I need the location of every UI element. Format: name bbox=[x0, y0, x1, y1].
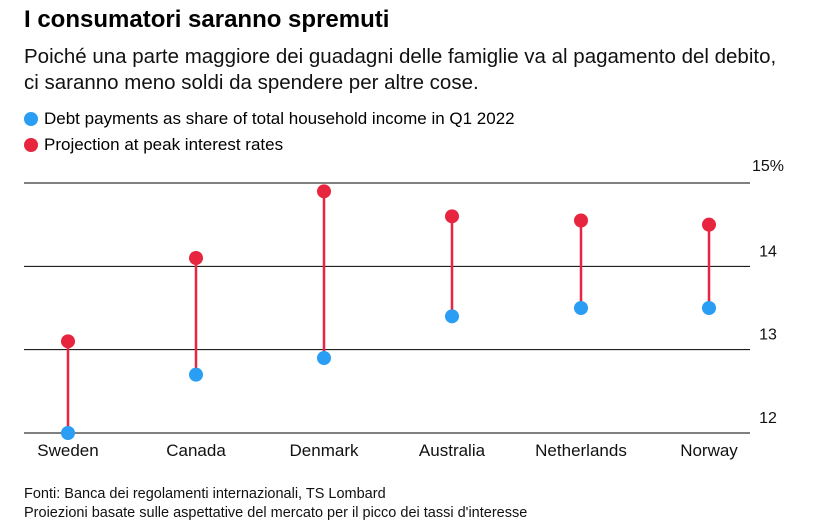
y-tick-label: 13 bbox=[759, 327, 777, 344]
legend-dot-red bbox=[24, 138, 38, 152]
current-point bbox=[61, 426, 75, 440]
projection-point bbox=[702, 217, 716, 232]
projection-point bbox=[61, 334, 75, 349]
footer: Fonti: Banca dei regolamenti internazion… bbox=[24, 485, 527, 523]
y-tick-label: 14 bbox=[759, 243, 777, 260]
x-tick-label: Norway bbox=[680, 441, 738, 460]
chart-subtitle: Poiché una parte maggiore dei guadagni d… bbox=[24, 45, 777, 94]
x-tick-label: Canada bbox=[166, 441, 226, 460]
current-point bbox=[189, 367, 203, 382]
projection-point bbox=[317, 184, 331, 199]
y-tick-label: 12 bbox=[759, 410, 777, 427]
x-tick-label: Australia bbox=[419, 441, 486, 460]
current-point bbox=[445, 309, 459, 324]
legend-label-current: Debt payments as share of total househol… bbox=[44, 109, 515, 128]
chart-title: I consumatori saranno spremuti bbox=[24, 6, 390, 33]
projection-note: Proiezioni basate sulle aspettative del … bbox=[24, 505, 528, 521]
x-tick-label: Netherlands bbox=[535, 441, 627, 460]
legend-label-projection: Projection at peak interest rates bbox=[44, 135, 284, 154]
current-point bbox=[317, 351, 331, 365]
x-tick-label: Denmark bbox=[290, 441, 359, 460]
current-point bbox=[702, 301, 716, 315]
source-note: Fonti: Banca dei regolamenti internazion… bbox=[24, 486, 386, 502]
projection-point bbox=[574, 213, 588, 228]
y-tick-label: 15% bbox=[752, 158, 784, 175]
x-tick-label: Sweden bbox=[37, 441, 98, 460]
legend-item-projection: Projection at peak interest rates bbox=[24, 132, 515, 158]
current-point bbox=[574, 301, 588, 315]
projection-point bbox=[445, 209, 459, 224]
dumbbell-chart: 15% 14 13 12 Sweden Canada Denmark Australia Net… bbox=[24, 158, 784, 460]
projection-point bbox=[189, 251, 203, 265]
legend-item-current: Debt payments as share of total househol… bbox=[24, 106, 515, 132]
legend-dot-blue bbox=[24, 112, 38, 126]
legend: Debt payments as share of total househol… bbox=[24, 106, 515, 158]
